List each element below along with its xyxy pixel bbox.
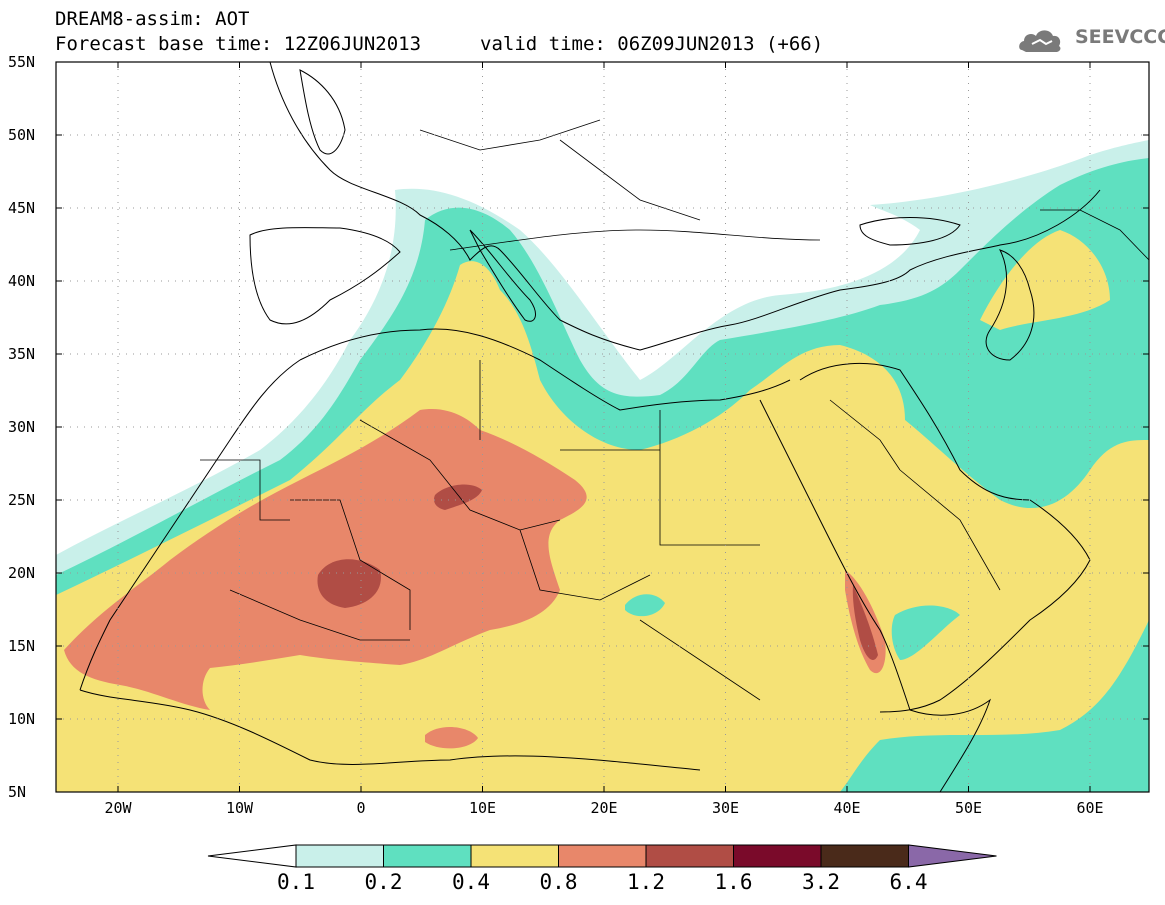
lon-label: 50E — [954, 799, 983, 817]
colorbar-label: 1.6 — [714, 870, 753, 894]
lon-label: 60E — [1076, 799, 1104, 817]
coastlines — [79, 62, 1101, 792]
lat-label: 20N — [8, 564, 36, 582]
colorbar-label: 3.2 — [802, 870, 840, 894]
aot-contour-0.2-spot-b — [891, 605, 960, 660]
coast-iberia — [249, 227, 401, 325]
coast-italy — [469, 229, 536, 322]
aot-contour-1.2 — [317, 559, 381, 608]
gridlines — [56, 62, 1149, 792]
coast-black-sea — [859, 217, 961, 246]
lon-label: 0 — [356, 799, 366, 817]
colorbar-label: 0.1 — [277, 870, 315, 894]
lat-label: 30N — [8, 418, 36, 436]
lon-label: 10W — [225, 799, 254, 817]
lon-label: 40E — [833, 799, 861, 817]
coast-caspian — [985, 249, 1035, 361]
cloud-logo-icon — [1019, 30, 1061, 52]
coast-europe — [269, 62, 1101, 351]
lat-label: 40N — [8, 272, 36, 290]
axis-ticks — [56, 61, 1149, 793]
lat-label: 45N — [8, 199, 36, 217]
aot-contour-0.2-spot — [625, 594, 665, 617]
coast-africa-west — [79, 359, 301, 691]
country-borders — [200, 119, 1149, 701]
lat-label: 50N — [8, 126, 36, 144]
lat-label: 10N — [8, 710, 36, 728]
aot-field — [56, 140, 1149, 792]
lat-label: 55N — [8, 53, 36, 71]
forecast-base-time: Forecast base time: 12Z06JUN2013 — [55, 33, 422, 55]
aot-contour-1.2-b — [434, 484, 482, 510]
coast-somalia — [909, 698, 991, 792]
aot-contour-0.8 — [64, 409, 587, 710]
colorbar-label: 1.2 — [627, 870, 665, 894]
logo-text: SEEVCCC — [1075, 26, 1165, 48]
coast-arabia — [799, 363, 1091, 713]
lon-label: 20E — [590, 799, 618, 817]
colorbar-label: 0.2 — [364, 870, 403, 894]
colorbar-label: 0.4 — [452, 870, 490, 894]
coast-britain — [299, 69, 346, 155]
lon-label: 30E — [711, 799, 740, 817]
colorbar-label: 6.4 — [889, 870, 928, 894]
colorbar-label: 0.8 — [539, 870, 578, 894]
aot-contour-0.2-spot-c — [1015, 352, 1045, 369]
coast-red-sea — [759, 399, 911, 711]
aot-contour-0.8-south — [425, 726, 478, 749]
valid-time: valid time: 06Z09JUN2013 (+66) — [480, 33, 824, 55]
coast-west-africa-south — [79, 689, 701, 771]
aot-contour-0.4-east — [980, 230, 1110, 330]
lat-label: 35N — [8, 345, 36, 363]
aot-contour-1.2-c — [852, 585, 878, 660]
coast-africa-north — [299, 328, 791, 411]
lat-label: 25N — [8, 491, 36, 509]
lon-label: 10E — [468, 799, 497, 817]
lat-label: 15N — [8, 637, 36, 655]
lon-label: 20W — [104, 799, 132, 817]
map-title: DREAM8-assim: AOT — [55, 8, 250, 30]
lat-label: 5N — [8, 783, 27, 801]
